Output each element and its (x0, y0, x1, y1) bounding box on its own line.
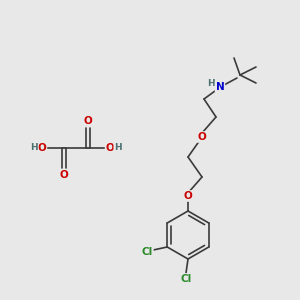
Text: H: H (207, 79, 215, 88)
Text: O: O (60, 170, 68, 180)
Text: Cl: Cl (180, 274, 192, 284)
Text: O: O (38, 143, 46, 153)
Text: O: O (184, 191, 192, 201)
Text: H: H (114, 143, 122, 152)
Text: O: O (198, 132, 206, 142)
Text: H: H (30, 143, 38, 152)
Text: Cl: Cl (142, 247, 153, 257)
Text: N: N (216, 82, 224, 92)
Text: O: O (106, 143, 114, 153)
Text: O: O (84, 116, 92, 126)
